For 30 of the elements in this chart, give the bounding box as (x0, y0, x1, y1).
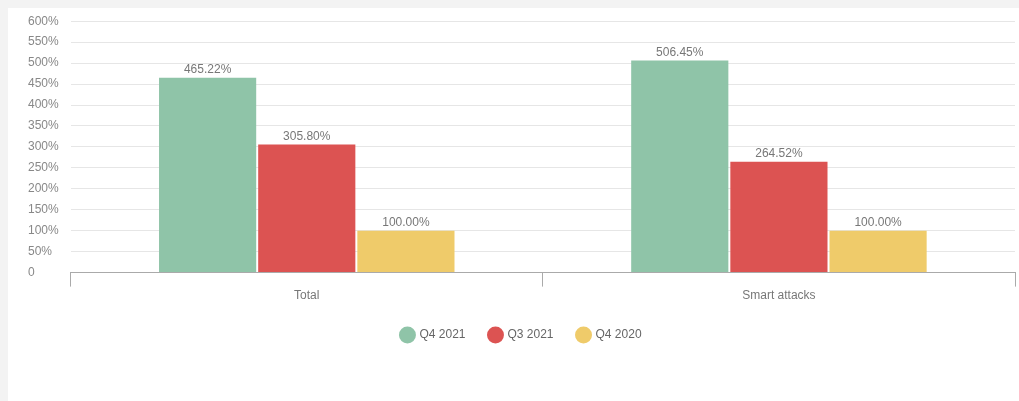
data-label: 465.22% (183, 61, 232, 76)
y-tick-label: 300% (28, 139, 60, 154)
x-tick-label: Total (294, 288, 320, 303)
y-tick-label: 350% (28, 118, 60, 133)
bar (829, 230, 927, 273)
y-tick-label: 150% (28, 202, 60, 217)
legend-label: Q4 2020 (595, 327, 642, 342)
data-label: 100.00% (854, 215, 903, 230)
data-label: 264.52% (755, 146, 803, 161)
bar (258, 144, 356, 273)
y-tick-label: 450% (28, 76, 60, 91)
data-label: 100.00% (382, 215, 430, 230)
y-tick-label: 400% (28, 97, 60, 112)
y-tick-label: 100% (28, 223, 60, 238)
y-tick-label: 50% (28, 243, 53, 258)
bar (631, 60, 729, 273)
bar (730, 161, 828, 273)
legend-label: Q3 2021 (507, 327, 554, 342)
x-tick-label: Smart attacks (742, 288, 816, 303)
y-tick-label: 500% (28, 55, 60, 70)
y-tick-label: 0 (28, 264, 35, 279)
bar (357, 230, 455, 273)
y-tick-label: 550% (28, 34, 60, 49)
legend-label: Q4 2021 (419, 327, 466, 342)
y-tick-label: 250% (28, 160, 60, 175)
y-tick-label: 200% (28, 181, 60, 196)
data-label: 506.45% (656, 44, 704, 59)
y-tick-label: 600% (28, 13, 60, 28)
data-label: 305.80% (283, 128, 331, 143)
bar (159, 77, 257, 273)
